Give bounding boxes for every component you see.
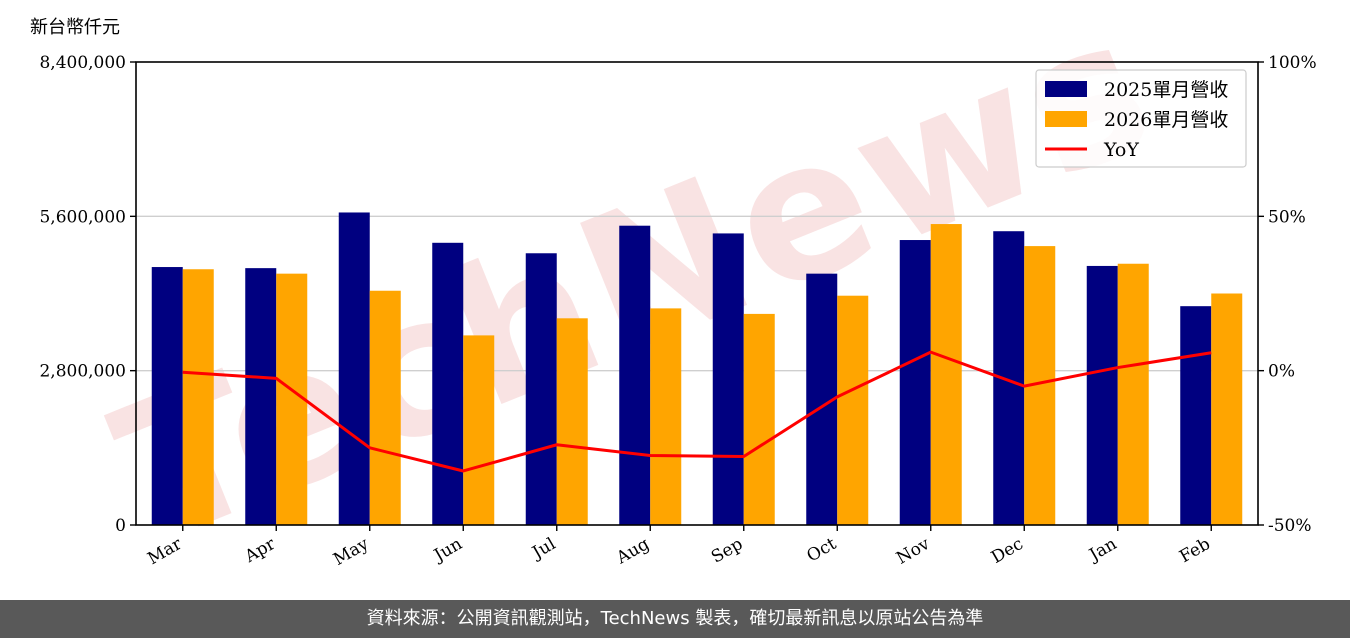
bar-2025-aug <box>619 225 651 526</box>
legend: 2025單月營收 2026單月營收 YoY <box>1035 69 1247 168</box>
x-tick-label-dec: Dec <box>988 534 1027 568</box>
bar-2025-jan <box>1086 265 1118 525</box>
plot-frame <box>135 61 1259 526</box>
yoy-line-layer <box>182 350 1212 473</box>
x-tick-label-jul: Jul <box>527 534 559 564</box>
yoy-line <box>182 350 1212 473</box>
legend-swatch-1 <box>1045 111 1087 127</box>
x-tick-label-jun: Jun <box>429 534 466 567</box>
footer: 資料來源：公開資訊觀測站，TechNews 製表，確切最新訊息以原站公告為準 <box>0 600 1350 638</box>
y-left-tick-label: 2,800,000 <box>39 362 126 382</box>
bar-2025-may <box>338 212 370 525</box>
bar-2025-nov <box>899 240 931 525</box>
bar-2026-may <box>369 290 401 525</box>
y-right-tick-label: 0% <box>1268 362 1295 382</box>
y-right-tick-label: 50% <box>1268 207 1306 227</box>
x-tick-label-sep: Sep <box>708 534 746 568</box>
bar-2026-jul <box>556 318 588 525</box>
bar-2025-jul <box>525 253 557 525</box>
bar-2026-aug <box>650 308 682 525</box>
x-tick-label-jan: Jan <box>1084 534 1120 566</box>
legend-label-1: 2026單月營收 <box>1104 109 1228 131</box>
chart: TechNews 02,800,0005,600,0008,400,000-50… <box>30 0 1317 586</box>
x-tick-label-nov: Nov <box>893 534 933 569</box>
legend-box <box>1035 69 1247 168</box>
bar-2025-apr <box>245 268 277 525</box>
y-unit-label: 新台幣仟元 <box>30 17 120 38</box>
bar-2026-mar <box>182 269 214 525</box>
bar-2026-sep <box>743 313 775 525</box>
footer-text: 資料來源：公開資訊觀測站，TechNews 製表，確切最新訊息以原站公告為準 <box>366 608 984 629</box>
bar-2026-nov <box>930 224 962 526</box>
grid-lines <box>136 215 1258 372</box>
bars <box>151 212 1243 526</box>
bar-2026-jan <box>1117 263 1149 525</box>
y-right-tick-label: -50% <box>1268 516 1312 536</box>
y-right-tick-label: 100% <box>1268 53 1317 73</box>
x-tick-label-oct: Oct <box>804 534 840 567</box>
x-tick-label-aug: Aug <box>612 534 653 569</box>
legend-label-2: YoY <box>1103 139 1139 161</box>
bar-2026-jun <box>463 335 495 525</box>
x-tick-label-may: May <box>330 534 373 570</box>
bar-2025-mar <box>151 267 183 525</box>
bar-2025-jun <box>432 242 464 526</box>
bar-2026-oct <box>837 295 869 525</box>
y-left-tick-label: 8,400,000 <box>39 53 126 73</box>
legend-label-0: 2025單月營收 <box>1104 79 1228 101</box>
y-left-tick-label: 5,600,000 <box>39 207 126 227</box>
x-tick-label-feb: Feb <box>1176 534 1214 567</box>
axes <box>135 61 1259 526</box>
legend-swatch-0 <box>1045 81 1087 97</box>
bar-2026-feb <box>1211 293 1243 525</box>
y-left-tick-label: 0 <box>115 516 126 536</box>
bar-2025-feb <box>1180 306 1212 525</box>
bar-2025-sep <box>712 233 744 526</box>
